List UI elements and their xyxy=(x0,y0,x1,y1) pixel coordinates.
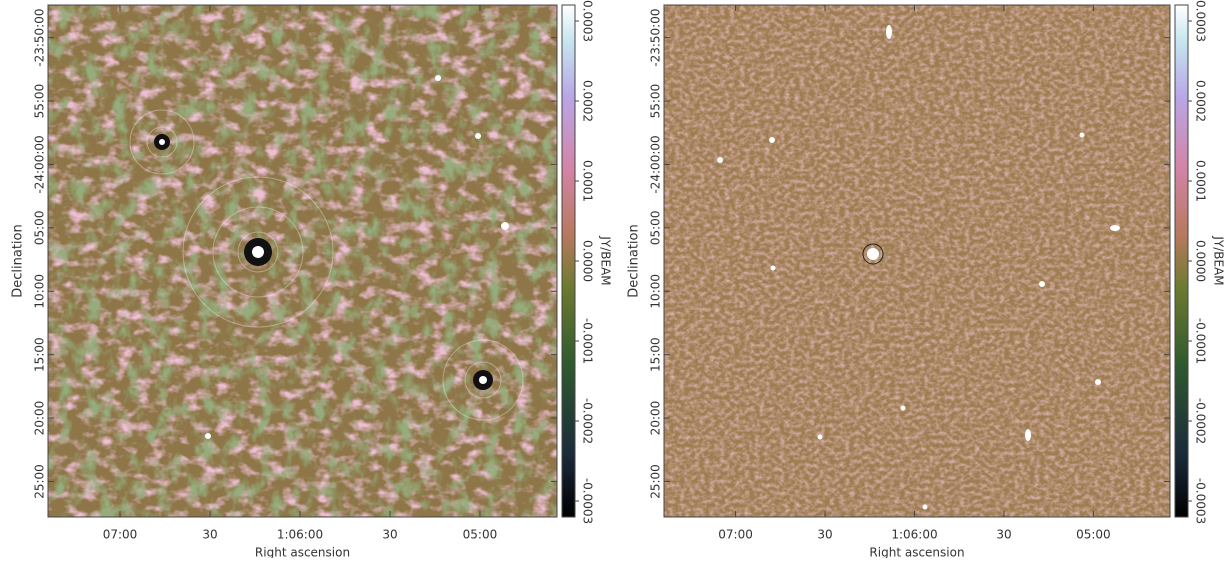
x-tick-label: 30 xyxy=(202,528,217,542)
colorbar-tick-label: -0.0001 xyxy=(1194,318,1208,364)
colorbar-tick-label: 0.0000 xyxy=(581,240,595,282)
colorbar-tick-label: 0.0001 xyxy=(1194,160,1208,202)
colorbar xyxy=(1175,5,1188,517)
x-tick-label: 1:06:00 xyxy=(891,528,937,542)
colorbar-tick-label: 0.0003 xyxy=(1194,0,1208,42)
y-tick-label: 10:00 xyxy=(33,274,47,309)
colorbar-tick-label: -0.0002 xyxy=(1194,398,1208,444)
x-tick-label: 30 xyxy=(817,528,832,542)
y-tick-label: 10:00 xyxy=(649,274,663,309)
x-tick-label: 07:00 xyxy=(103,528,138,542)
colorbar-tick-label: 0.0002 xyxy=(581,80,595,122)
y-tick-label: 55:00 xyxy=(33,84,47,119)
sky-image xyxy=(48,5,557,517)
colorbar-tick-label: 0.0003 xyxy=(581,0,595,42)
y-tick-label: 05:00 xyxy=(649,211,663,246)
x-axis-label: Right ascension xyxy=(255,546,350,559)
y-tick-label: -24:00:00 xyxy=(649,135,663,193)
sky-image xyxy=(664,5,1170,517)
colorbar-tick-label: -0.0001 xyxy=(581,318,595,364)
y-tick-label: 25:00 xyxy=(649,464,663,499)
y-axis-label: Declination xyxy=(627,224,642,298)
y-tick-label: 20:00 xyxy=(33,401,47,436)
colorbar-tick-label: -0.0003 xyxy=(581,478,595,524)
colorbar xyxy=(562,5,575,517)
colorbar-label: JY/BEAM xyxy=(599,235,613,285)
y-axis-label: Declination xyxy=(11,224,26,298)
y-tick-label: 05:00 xyxy=(33,211,47,246)
colorbar-tick-label: 0.0001 xyxy=(581,160,595,202)
y-tick-label: -23:50:00 xyxy=(33,9,47,67)
y-tick-label: 15:00 xyxy=(649,337,663,372)
x-tick-label: 30 xyxy=(996,528,1011,542)
colorbar-label: JY/BEAM xyxy=(1212,235,1226,285)
x-tick-label: 1:06:00 xyxy=(277,528,323,542)
x-tick-label: 05:00 xyxy=(463,528,498,542)
y-tick-label: 20:00 xyxy=(649,401,663,436)
colorbar-tick-label: -0.0002 xyxy=(581,398,595,444)
y-tick-label: -23:50:00 xyxy=(649,9,663,67)
x-tick-label: 07:00 xyxy=(718,528,753,542)
x-tick-label: 30 xyxy=(382,528,397,542)
colorbar-tick-label: -0.0003 xyxy=(1194,478,1208,524)
y-tick-label: 55:00 xyxy=(649,84,663,119)
y-tick-label: 25:00 xyxy=(33,464,47,499)
y-tick-label: -24:00:00 xyxy=(33,135,47,193)
colorbar-tick-label: 0.0000 xyxy=(1194,240,1208,282)
colorbar-tick-label: 0.0002 xyxy=(1194,80,1208,122)
x-axis-label: Right ascension xyxy=(869,546,964,559)
x-tick-label: 05:00 xyxy=(1076,528,1111,542)
figure: 07:00 30 1:06:00 30 05:00 -23:50:00 55:00 -24:0… xyxy=(0,0,1228,558)
y-tick-label: 15:00 xyxy=(33,337,47,372)
